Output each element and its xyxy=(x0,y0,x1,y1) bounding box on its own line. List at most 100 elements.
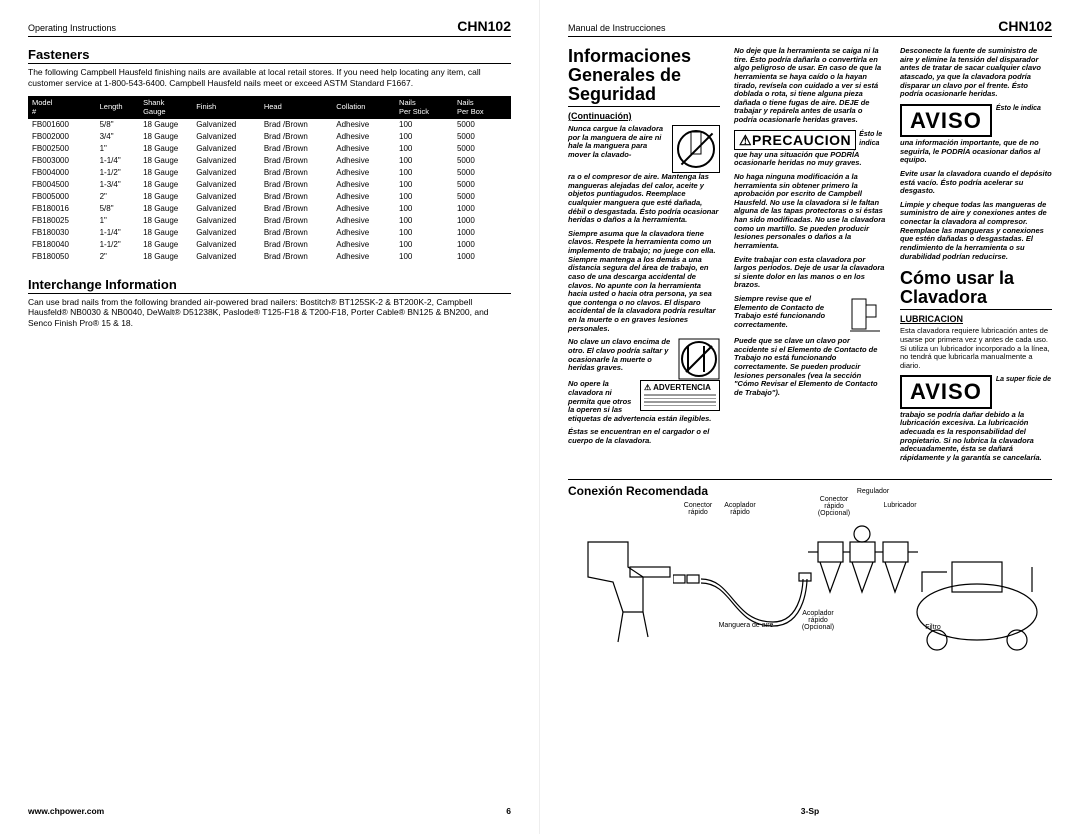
aviso-banner-2: AVISO xyxy=(900,375,992,408)
table-cell: 1-1/2" xyxy=(96,167,139,179)
table-cell: Galvanized xyxy=(192,215,260,227)
table-cell: FB180040 xyxy=(28,239,96,251)
table-cell: 18 Gauge xyxy=(139,191,192,203)
advertencia-box: ⚠ ADVERTENCIA xyxy=(640,380,720,411)
table-cell: Galvanized xyxy=(192,179,260,191)
table-cell: Adhesive xyxy=(332,143,395,155)
table-row: FB0025001"18 GaugeGalvanizedBrad /BrownA… xyxy=(28,143,511,155)
label-manguera: Manguera de aire xyxy=(718,622,774,629)
table-cell: Galvanized xyxy=(192,191,260,203)
table-row: FB1800251"18 GaugeGalvanizedBrad /BrownA… xyxy=(28,215,511,227)
label-conector-rapido: Conector rápido xyxy=(678,502,718,516)
table-cell: Galvanized xyxy=(192,239,260,251)
interchange-text: Can use brad nails from the following br… xyxy=(28,297,511,329)
compressor-icon xyxy=(902,542,1052,652)
c1-p2: Siempre asuma que la clavadora tiene cla… xyxy=(568,230,720,334)
table-cell: Adhesive xyxy=(332,251,395,263)
table-cell: 100 xyxy=(395,167,453,179)
table-cell: 18 Gauge xyxy=(139,203,192,215)
table-cell: 1000 xyxy=(453,227,511,239)
table-cell: Adhesive xyxy=(332,179,395,191)
table-header: Head xyxy=(260,96,332,119)
table-cell: 1000 xyxy=(453,251,511,263)
page-header-right: Manual de Instrucciones CHN102 xyxy=(568,18,1052,37)
table-cell: Adhesive xyxy=(332,191,395,203)
c3-p5: Esta clavadora requiere lubricación ante… xyxy=(900,327,1052,370)
table-cell: Brad /Brown xyxy=(260,251,332,263)
table-cell: FB180050 xyxy=(28,251,96,263)
fasteners-heading: Fasteners xyxy=(28,47,511,64)
c3-p6: trabajo se podría dañar debido a la lubr… xyxy=(900,411,1052,463)
table-cell: Brad /Brown xyxy=(260,203,332,215)
table-cell: Galvanized xyxy=(192,167,260,179)
table-row: FB0020003/4"18 GaugeGalvanizedBrad /Brow… xyxy=(28,131,511,143)
table-cell: Galvanized xyxy=(192,155,260,167)
table-cell: 18 Gauge xyxy=(139,251,192,263)
c1-p4b: Éstas se encuentran en el cargador o el … xyxy=(568,428,720,445)
table-cell: 18 Gauge xyxy=(139,239,192,251)
nail-on-nail-icon xyxy=(678,338,720,380)
table-cell: 5/8" xyxy=(96,119,139,131)
label-regulador: Regulador xyxy=(848,488,898,495)
table-cell: Brad /Brown xyxy=(260,131,332,143)
fasteners-intro: The following Campbell Hausfeld finishin… xyxy=(28,67,511,88)
table-header: ShankGauge xyxy=(139,96,192,119)
page-header-left: Operating Instructions CHN102 xyxy=(28,18,511,37)
c2-p5b: Puede que se clave un clavo por accident… xyxy=(734,337,886,397)
right-page-num: 3-Sp xyxy=(801,806,819,816)
table-cell: 2" xyxy=(96,191,139,203)
table-cell: Adhesive xyxy=(332,131,395,143)
table-cell: Brad /Brown xyxy=(260,191,332,203)
table-cell: Brad /Brown xyxy=(260,215,332,227)
precaucion-tail: Ésto le indica xyxy=(859,131,882,147)
table-cell: Galvanized xyxy=(192,131,260,143)
table-cell: Brad /Brown xyxy=(260,119,332,131)
table-cell: 100 xyxy=(395,131,453,143)
table-cell: 18 Gauge xyxy=(139,131,192,143)
table-cell: 100 xyxy=(395,143,453,155)
table-row: FB1800165/8"18 GaugeGalvanizedBrad /Brow… xyxy=(28,203,511,215)
table-cell: Adhesive xyxy=(332,203,395,215)
contact-element-icon xyxy=(844,295,886,337)
right-page: Manual de Instrucciones CHN102 Informaci… xyxy=(540,0,1080,834)
connection-section: Conexión Recomendada xyxy=(568,479,1052,652)
table-cell: 18 Gauge xyxy=(139,179,192,191)
table-cell: Galvanized xyxy=(192,119,260,131)
continuacion: (Continuación) xyxy=(568,111,720,121)
table-cell: Brad /Brown xyxy=(260,143,332,155)
c3-p1: Desconecte la fuente de suministro de ai… xyxy=(900,47,1052,99)
label-acoplador-opc: Acoplador rápido (Opcional) xyxy=(793,610,843,631)
table-header: Collation xyxy=(332,96,395,119)
aviso-tail-2: La super ficie de xyxy=(996,376,1051,383)
table-header: Finish xyxy=(192,96,260,119)
table-cell: 100 xyxy=(395,251,453,263)
table-cell: 5000 xyxy=(453,131,511,143)
interchange-heading: Interchange Information xyxy=(28,277,511,294)
table-cell: 1-3/4" xyxy=(96,179,139,191)
table-cell: 18 Gauge xyxy=(139,215,192,227)
table-cell: 18 Gauge xyxy=(139,155,192,167)
table-cell: FB001600 xyxy=(28,119,96,131)
table-cell: 5/8" xyxy=(96,203,139,215)
table-cell: 100 xyxy=(395,155,453,167)
table-cell: Galvanized xyxy=(192,143,260,155)
doc-title-right: Manual de Instrucciones xyxy=(568,23,666,33)
nailer-icon xyxy=(568,522,678,652)
lubricacion-heading: LUBRICACION xyxy=(900,314,1052,324)
left-page-num: 6 xyxy=(506,806,511,816)
table-cell: FB004000 xyxy=(28,167,96,179)
table-row: FB0030001-1/4"18 GaugeGalvanizedBrad /Br… xyxy=(28,155,511,167)
table-cell: Adhesive xyxy=(332,119,395,131)
table-cell: Galvanized xyxy=(192,203,260,215)
table-cell: 2" xyxy=(96,251,139,263)
fasteners-table: Model#LengthShankGaugeFinishHeadCollatio… xyxy=(28,96,511,263)
footer-url: www.chpower.com xyxy=(28,806,104,816)
model-left: CHN102 xyxy=(457,18,511,34)
table-cell: FB180030 xyxy=(28,227,96,239)
table-cell: Adhesive xyxy=(332,155,395,167)
table-row: FB1800502"18 GaugeGalvanizedBrad /BrownA… xyxy=(28,251,511,263)
table-cell: 5000 xyxy=(453,179,511,191)
table-row: FB1800401-1/2"18 GaugeGalvanizedBrad /Br… xyxy=(28,239,511,251)
interchange-section: Interchange Information Can use brad nai… xyxy=(28,277,511,329)
doc-title-left: Operating Instructions xyxy=(28,23,116,33)
